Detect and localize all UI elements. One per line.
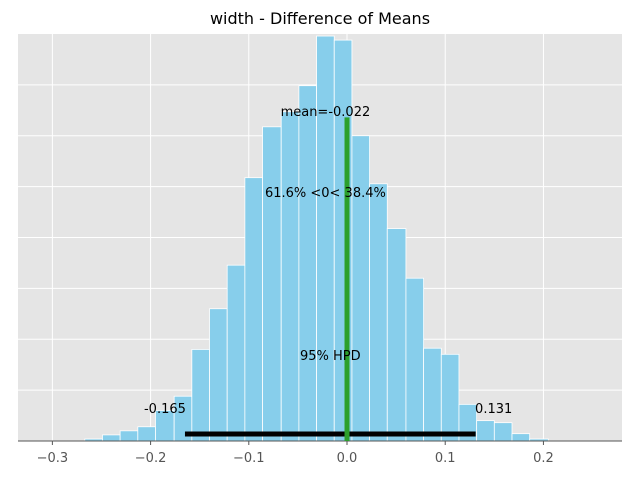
x-tick-label: −0.1 xyxy=(233,451,265,466)
hpd-label: 95% HPD xyxy=(300,349,361,364)
histogram-bar xyxy=(262,126,282,442)
histogram-bar xyxy=(316,35,335,442)
histogram-bars xyxy=(84,35,549,442)
histogram-bar xyxy=(511,433,531,442)
hpd-lower-label: -0.165 xyxy=(144,402,186,417)
chart-title: width - Difference of Means xyxy=(210,9,430,28)
hpd-upper-label: 0.131 xyxy=(475,402,512,417)
histogram-bar xyxy=(386,228,407,442)
histogram-bar xyxy=(423,347,442,442)
histogram-bar xyxy=(119,430,139,442)
histogram-bar xyxy=(405,277,425,442)
reference-label: 61.6% <0< 38.4% xyxy=(265,186,386,201)
x-tick-label: 0.1 xyxy=(435,451,456,466)
annotations: mean=-0.022 61.6% <0< 38.4% 95% HPD -0.165 0… xyxy=(144,105,512,441)
histogram-bar xyxy=(280,111,300,442)
histogram-bar xyxy=(191,349,210,442)
histogram-bar xyxy=(351,135,370,442)
histogram-bar xyxy=(226,264,246,442)
histogram-bar xyxy=(476,420,495,442)
x-tick-label: −0.3 xyxy=(37,451,69,466)
histogram-bar xyxy=(298,85,317,442)
histogram-bar xyxy=(137,426,156,442)
histogram-bar xyxy=(102,434,121,442)
x-tick-label: 0.2 xyxy=(533,451,554,466)
mean-label: mean=-0.022 xyxy=(281,105,371,120)
histogram-bar xyxy=(369,183,388,442)
x-tick-label: 0.0 xyxy=(337,451,358,466)
histogram-bar xyxy=(209,308,228,442)
histogram-bar xyxy=(493,422,513,442)
x-tick-label: −0.2 xyxy=(135,451,167,466)
histogram-bar xyxy=(244,177,263,442)
x-axis: −0.3 −0.2 −0.1 0.0 0.1 0.2 xyxy=(18,440,622,466)
histogram-bar xyxy=(440,353,460,442)
